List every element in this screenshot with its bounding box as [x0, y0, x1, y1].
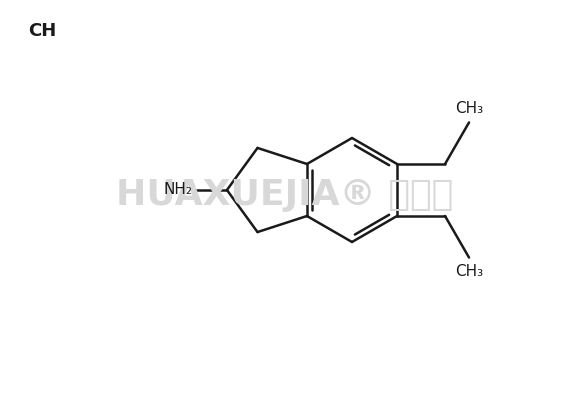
- Text: HUAXUEJIA® 化学加: HUAXUEJIA® 化学加: [116, 178, 453, 212]
- Text: NH₂: NH₂: [164, 182, 193, 198]
- Text: CH₃: CH₃: [455, 102, 483, 116]
- Text: CH₃: CH₃: [455, 264, 483, 278]
- Text: CH: CH: [28, 22, 57, 40]
